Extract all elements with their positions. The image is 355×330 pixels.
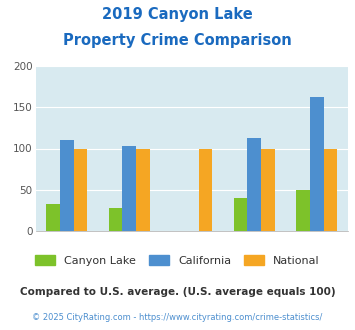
Bar — [247, 138, 261, 231]
Bar — [109, 208, 122, 231]
Bar — [310, 96, 323, 231]
Legend: Canyon Lake, California, National: Canyon Lake, California, National — [31, 251, 324, 271]
Bar — [234, 198, 247, 231]
Bar — [198, 148, 212, 231]
Bar — [323, 148, 337, 231]
Bar — [296, 190, 310, 231]
Bar — [60, 140, 73, 231]
Text: Compared to U.S. average. (U.S. average equals 100): Compared to U.S. average. (U.S. average … — [20, 287, 335, 297]
Text: Property Crime Comparison: Property Crime Comparison — [63, 33, 292, 48]
Bar — [136, 148, 150, 231]
Bar — [73, 148, 87, 231]
Bar — [46, 204, 60, 231]
Text: 2019 Canyon Lake: 2019 Canyon Lake — [102, 7, 253, 21]
Bar — [261, 148, 275, 231]
Text: © 2025 CityRating.com - https://www.cityrating.com/crime-statistics/: © 2025 CityRating.com - https://www.city… — [32, 314, 323, 322]
Bar — [122, 146, 136, 231]
